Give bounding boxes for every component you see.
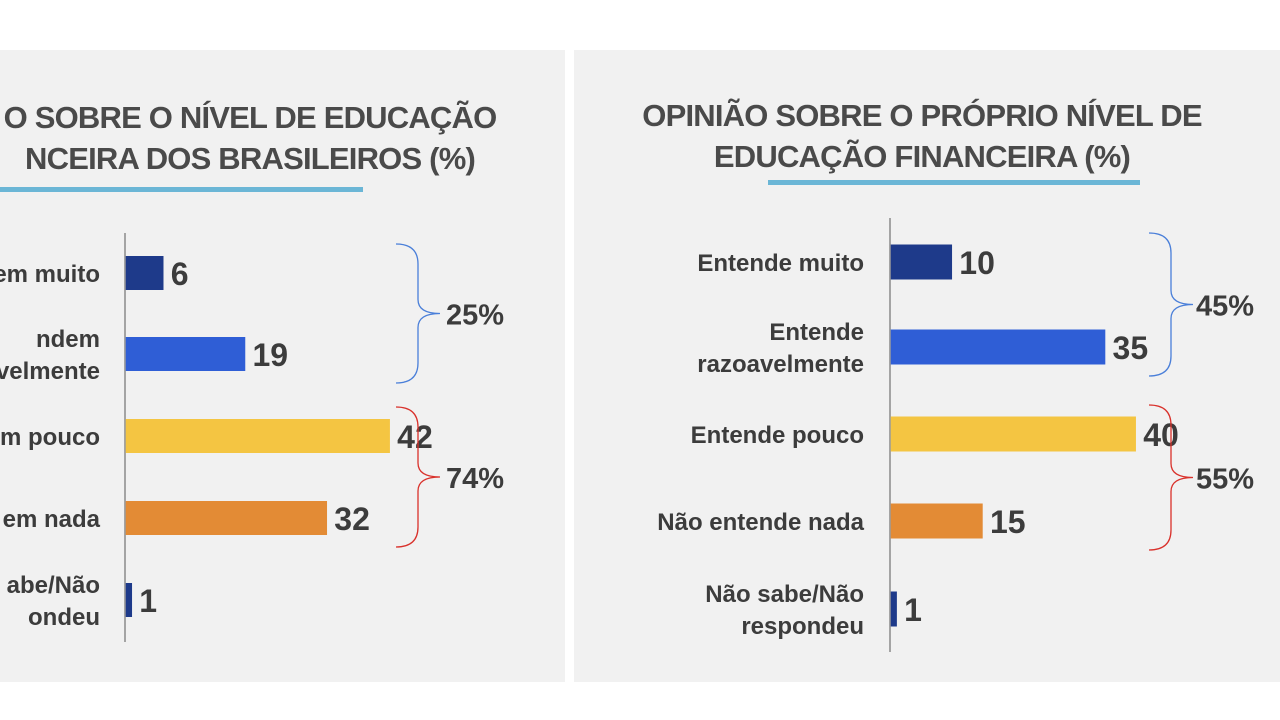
bar <box>890 503 983 539</box>
value-label: 19 <box>253 337 289 373</box>
group-total-label: 74% <box>446 463 504 495</box>
bar <box>125 256 164 290</box>
category-label: Entende <box>769 319 864 346</box>
category-label: ondeu <box>28 604 100 631</box>
category-label: Não sabe/Não <box>705 581 864 608</box>
group-bracket <box>1148 232 1194 377</box>
title-underline <box>0 187 363 192</box>
category-label: Não entende nada <box>657 509 864 536</box>
category-label: Entende pouco <box>691 422 864 449</box>
category-label: m pouco <box>0 424 100 451</box>
chart-title-line-1: OPINIÃO SOBRE O PRÓPRIO NÍVEL DE <box>642 98 1202 133</box>
value-label: 10 <box>959 245 995 281</box>
bar <box>125 337 246 371</box>
category-label: velmente <box>0 358 100 385</box>
category-label: em nada <box>3 506 101 533</box>
chart-title: OPINIÃO SOBRE O PRÓPRIO NÍVEL DE EDUCAÇÃ… <box>626 95 1218 177</box>
chart-panel-right: OPINIÃO SOBRE O PRÓPRIO NÍVEL DE EDUCAÇÃ… <box>574 50 1280 682</box>
chart-title-line-1: O SOBRE O NÍVEL DE EDUCAÇÃO <box>3 100 498 135</box>
category-label: em muito <box>0 261 100 288</box>
group-bracket <box>395 406 441 548</box>
value-label: 1 <box>139 583 157 619</box>
category-label: abe/Não <box>7 572 100 599</box>
title-underline <box>768 180 1140 185</box>
category-label: ndem <box>36 326 100 353</box>
group-total-label: 45% <box>1196 291 1254 323</box>
bar <box>125 583 133 617</box>
group-total-label: 25% <box>446 300 504 332</box>
value-label: 35 <box>1113 330 1149 366</box>
value-label: 1 <box>904 592 922 628</box>
category-label: Entende muito <box>697 250 864 277</box>
chart-title: O SOBRE O NÍVEL DE EDUCAÇÃO NCEIRA DOS B… <box>0 97 510 179</box>
chart-title-line-2: EDUCAÇÃO FINANCEIRA (%) <box>713 139 1131 174</box>
bar <box>890 416 1136 452</box>
chart-panel-left: O SOBRE O NÍVEL DE EDUCAÇÃO NCEIRA DOS B… <box>0 50 565 682</box>
group-total-label: 55% <box>1196 464 1254 496</box>
bar <box>890 329 1106 365</box>
value-label: 42 <box>397 419 433 455</box>
group-bracket <box>1148 404 1194 551</box>
bar <box>125 501 328 535</box>
category-label: razoavelmente <box>697 351 864 378</box>
value-label: 15 <box>990 504 1026 540</box>
bar-chart-left: 6 em muito 19 ndem velmente 42 m pouco 32 em nad… <box>0 233 504 642</box>
bar <box>890 244 953 280</box>
category-label: respondeu <box>741 613 864 640</box>
chart-title-line-2: NCEIRA DOS BRASILEIROS (%) <box>25 141 476 176</box>
group-bracket <box>395 243 441 384</box>
value-label: 32 <box>334 501 370 537</box>
bar <box>125 419 390 453</box>
value-label: 40 <box>1143 417 1179 453</box>
bar-chart-right: 10 Entende muito 35 Entende razoavelmente 40 E… <box>657 218 1254 652</box>
value-label: 6 <box>171 256 189 292</box>
bar <box>890 591 897 627</box>
